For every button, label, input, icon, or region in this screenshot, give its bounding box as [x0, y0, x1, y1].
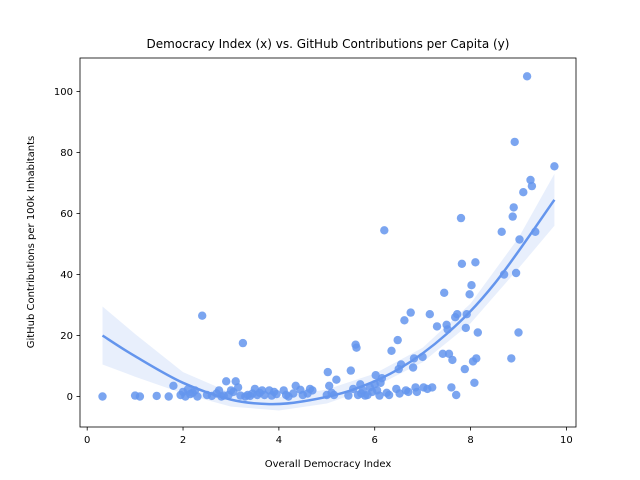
x-tick-label: 10 — [560, 435, 573, 446]
data-point — [472, 354, 481, 363]
data-point — [465, 290, 474, 299]
x-axis: 0 2 4 6 8 10 — [84, 427, 573, 446]
data-point — [470, 378, 479, 387]
data-point — [508, 212, 517, 221]
data-point — [514, 328, 523, 337]
data-point — [438, 349, 447, 358]
y-axis: 0 20 40 60 80 100 — [54, 87, 80, 403]
plot-frame — [79, 57, 577, 428]
data-point — [467, 281, 476, 290]
data-point — [509, 203, 518, 212]
data-point — [384, 390, 394, 400]
data-point — [428, 383, 437, 392]
x-tick-label: 6 — [372, 435, 378, 446]
data-point — [425, 310, 434, 319]
data-point — [471, 258, 480, 267]
data-point — [164, 392, 173, 401]
data-point — [448, 355, 457, 365]
data-point — [497, 227, 506, 236]
data-point — [222, 377, 231, 386]
data-point — [169, 381, 178, 390]
data-point — [346, 366, 355, 375]
data-point — [352, 343, 361, 352]
data-point — [400, 316, 409, 325]
data-point — [461, 323, 470, 333]
y-tick-label: 80 — [60, 148, 73, 159]
regression-line — [101, 199, 556, 406]
data-point — [387, 346, 396, 355]
data-point — [198, 311, 207, 320]
data-point — [323, 367, 332, 377]
data-point — [510, 137, 519, 147]
data-point — [527, 181, 537, 191]
data-point — [515, 235, 524, 244]
data-point — [457, 259, 467, 268]
data-point — [380, 226, 389, 235]
x-axis-label: Overall Democracy Index — [265, 459, 392, 470]
y-tick-label: 40 — [60, 270, 73, 281]
data-point — [432, 322, 442, 331]
data-point — [332, 375, 341, 384]
data-point — [375, 391, 384, 400]
data-point — [393, 335, 402, 345]
y-tick-label: 20 — [60, 331, 73, 342]
data-point — [452, 390, 461, 400]
x-tick-label: 4 — [276, 435, 282, 446]
data-point — [444, 349, 454, 358]
data-point — [473, 328, 482, 337]
data-point — [98, 392, 107, 401]
data-point — [447, 383, 456, 392]
data-point — [152, 391, 161, 401]
data-point — [412, 387, 422, 397]
data-point — [408, 363, 418, 372]
data-point — [272, 389, 281, 399]
plot-area — [98, 72, 559, 411]
data-point — [344, 391, 353, 400]
data-point — [440, 288, 449, 297]
data-point — [325, 381, 334, 390]
y-tick-label: 60 — [60, 209, 73, 220]
data-point — [522, 72, 532, 81]
y-axis-label: GitHub Contributions per 100k Inhabitant… — [26, 136, 37, 349]
data-point — [456, 213, 466, 223]
data-point — [135, 392, 145, 401]
data-point — [460, 364, 469, 374]
data-point — [289, 389, 298, 398]
data-point — [511, 268, 521, 278]
data-point — [233, 383, 243, 392]
data-point — [238, 338, 248, 348]
y-tick-label: 0 — [67, 392, 73, 403]
data-point — [395, 389, 404, 398]
data-point — [507, 354, 516, 363]
data-point — [193, 392, 202, 401]
data-point — [404, 387, 413, 397]
chart-title: Democracy Index (x) vs. GitHub Contribut… — [147, 37, 510, 51]
data-point — [550, 162, 559, 171]
x-tick-label: 2 — [180, 435, 186, 446]
y-tick-label: 100 — [54, 87, 73, 98]
x-tick-label: 0 — [84, 435, 90, 446]
data-point — [308, 386, 317, 395]
data-point — [453, 310, 462, 319]
data-point — [519, 188, 528, 197]
data-point — [406, 308, 415, 317]
x-tick-label: 8 — [467, 435, 473, 446]
